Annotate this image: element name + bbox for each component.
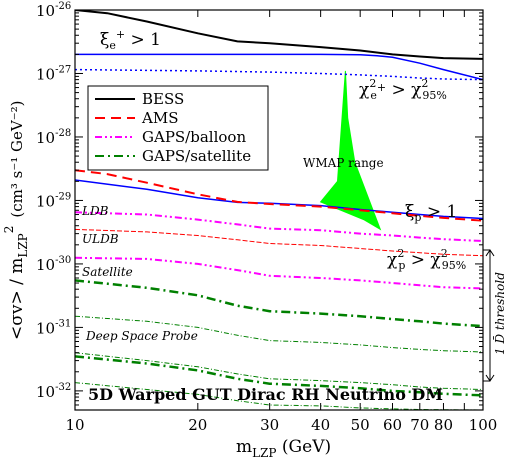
annotations: ξe+ > 1 χ2 e+ > χ2 95% WMAP range ξp > 1 χ… [81,28,507,404]
positron-bound-0 [75,53,483,81]
chart-title: 5D Warped GUT Dirac RH Neutrino DM [88,385,443,404]
annotation-xi-positron: ξe+ > 1 [100,28,161,52]
series-layer [75,10,483,410]
x-tick-label-8: 100 [469,416,498,434]
x-tick-label-2: 30 [260,416,279,434]
x-axis-title: mLZP (GeV) [236,437,331,460]
annotation-satellite: Satellite [82,265,133,279]
x-tick-label-6: 70 [410,416,429,434]
legend-label-1: AMS [141,109,178,127]
x-tick-label-3: 40 [311,416,330,434]
annotation-xi-antiproton: ξp > 1 [405,202,457,224]
legend-label-2: GAPS/balloon [142,128,246,146]
x-tick-label-7: 80 [434,416,453,434]
x-tick-label-4: 50 [351,416,370,434]
series-line-0 [75,10,483,60]
positron-bound-1 [75,68,483,81]
series-line-5 [75,355,483,397]
annotation-chi-positron: χ2 e+ > χ2 95% [359,77,447,102]
series-line-4 [75,279,483,328]
thin-curve-2 [75,352,483,390]
annotation-threshold: 1 D̄ threshold [492,272,507,355]
annotation-uldb: ULDB [82,232,119,246]
series-line-3 [75,256,483,290]
annotation-deep-space: Deep Space Probe [85,329,198,343]
x-tick-label-0: 10 [65,416,84,434]
y-tick-label-4: 10-30 [36,255,71,274]
labels-layer: 10 20 30 40 50 60 70 80 100 10-26 10-27 10-28 10-29 1… [36,1,497,434]
y-tick-label-2: 10-28 [36,128,71,147]
annotation-ldb: LDB [81,204,109,218]
thin-curve-0 [75,228,483,257]
threshold-arrow [483,249,495,382]
legend-label-3: GAPS/satellite [142,147,251,165]
y-tick-label-5: 10-31 [36,318,71,337]
y-tick-label-1: 10-27 [36,64,71,83]
annotation-chi-antiproton: χ2 p > χ2 95% [387,247,466,272]
thin-curve-1 [75,315,483,353]
series-line-2 [75,211,483,242]
y-tick-label-0: 10-26 [36,1,71,20]
legend-label-0: BESS [142,90,184,108]
x-tick-label-5: 60 [383,416,402,434]
wmap-region [319,70,382,231]
y-tick-label-6: 10-32 [36,382,71,401]
y-tick-label-3: 10-29 [36,191,71,210]
y-axis-title: <σv> / mLZP2(cm³ s⁻¹ GeV⁻²) [2,100,30,340]
ticks-layer [74,9,484,411]
series-line-1 [75,169,483,222]
x-tick-label-1: 20 [188,416,207,434]
annotation-wmap: WMAP range [303,156,384,170]
